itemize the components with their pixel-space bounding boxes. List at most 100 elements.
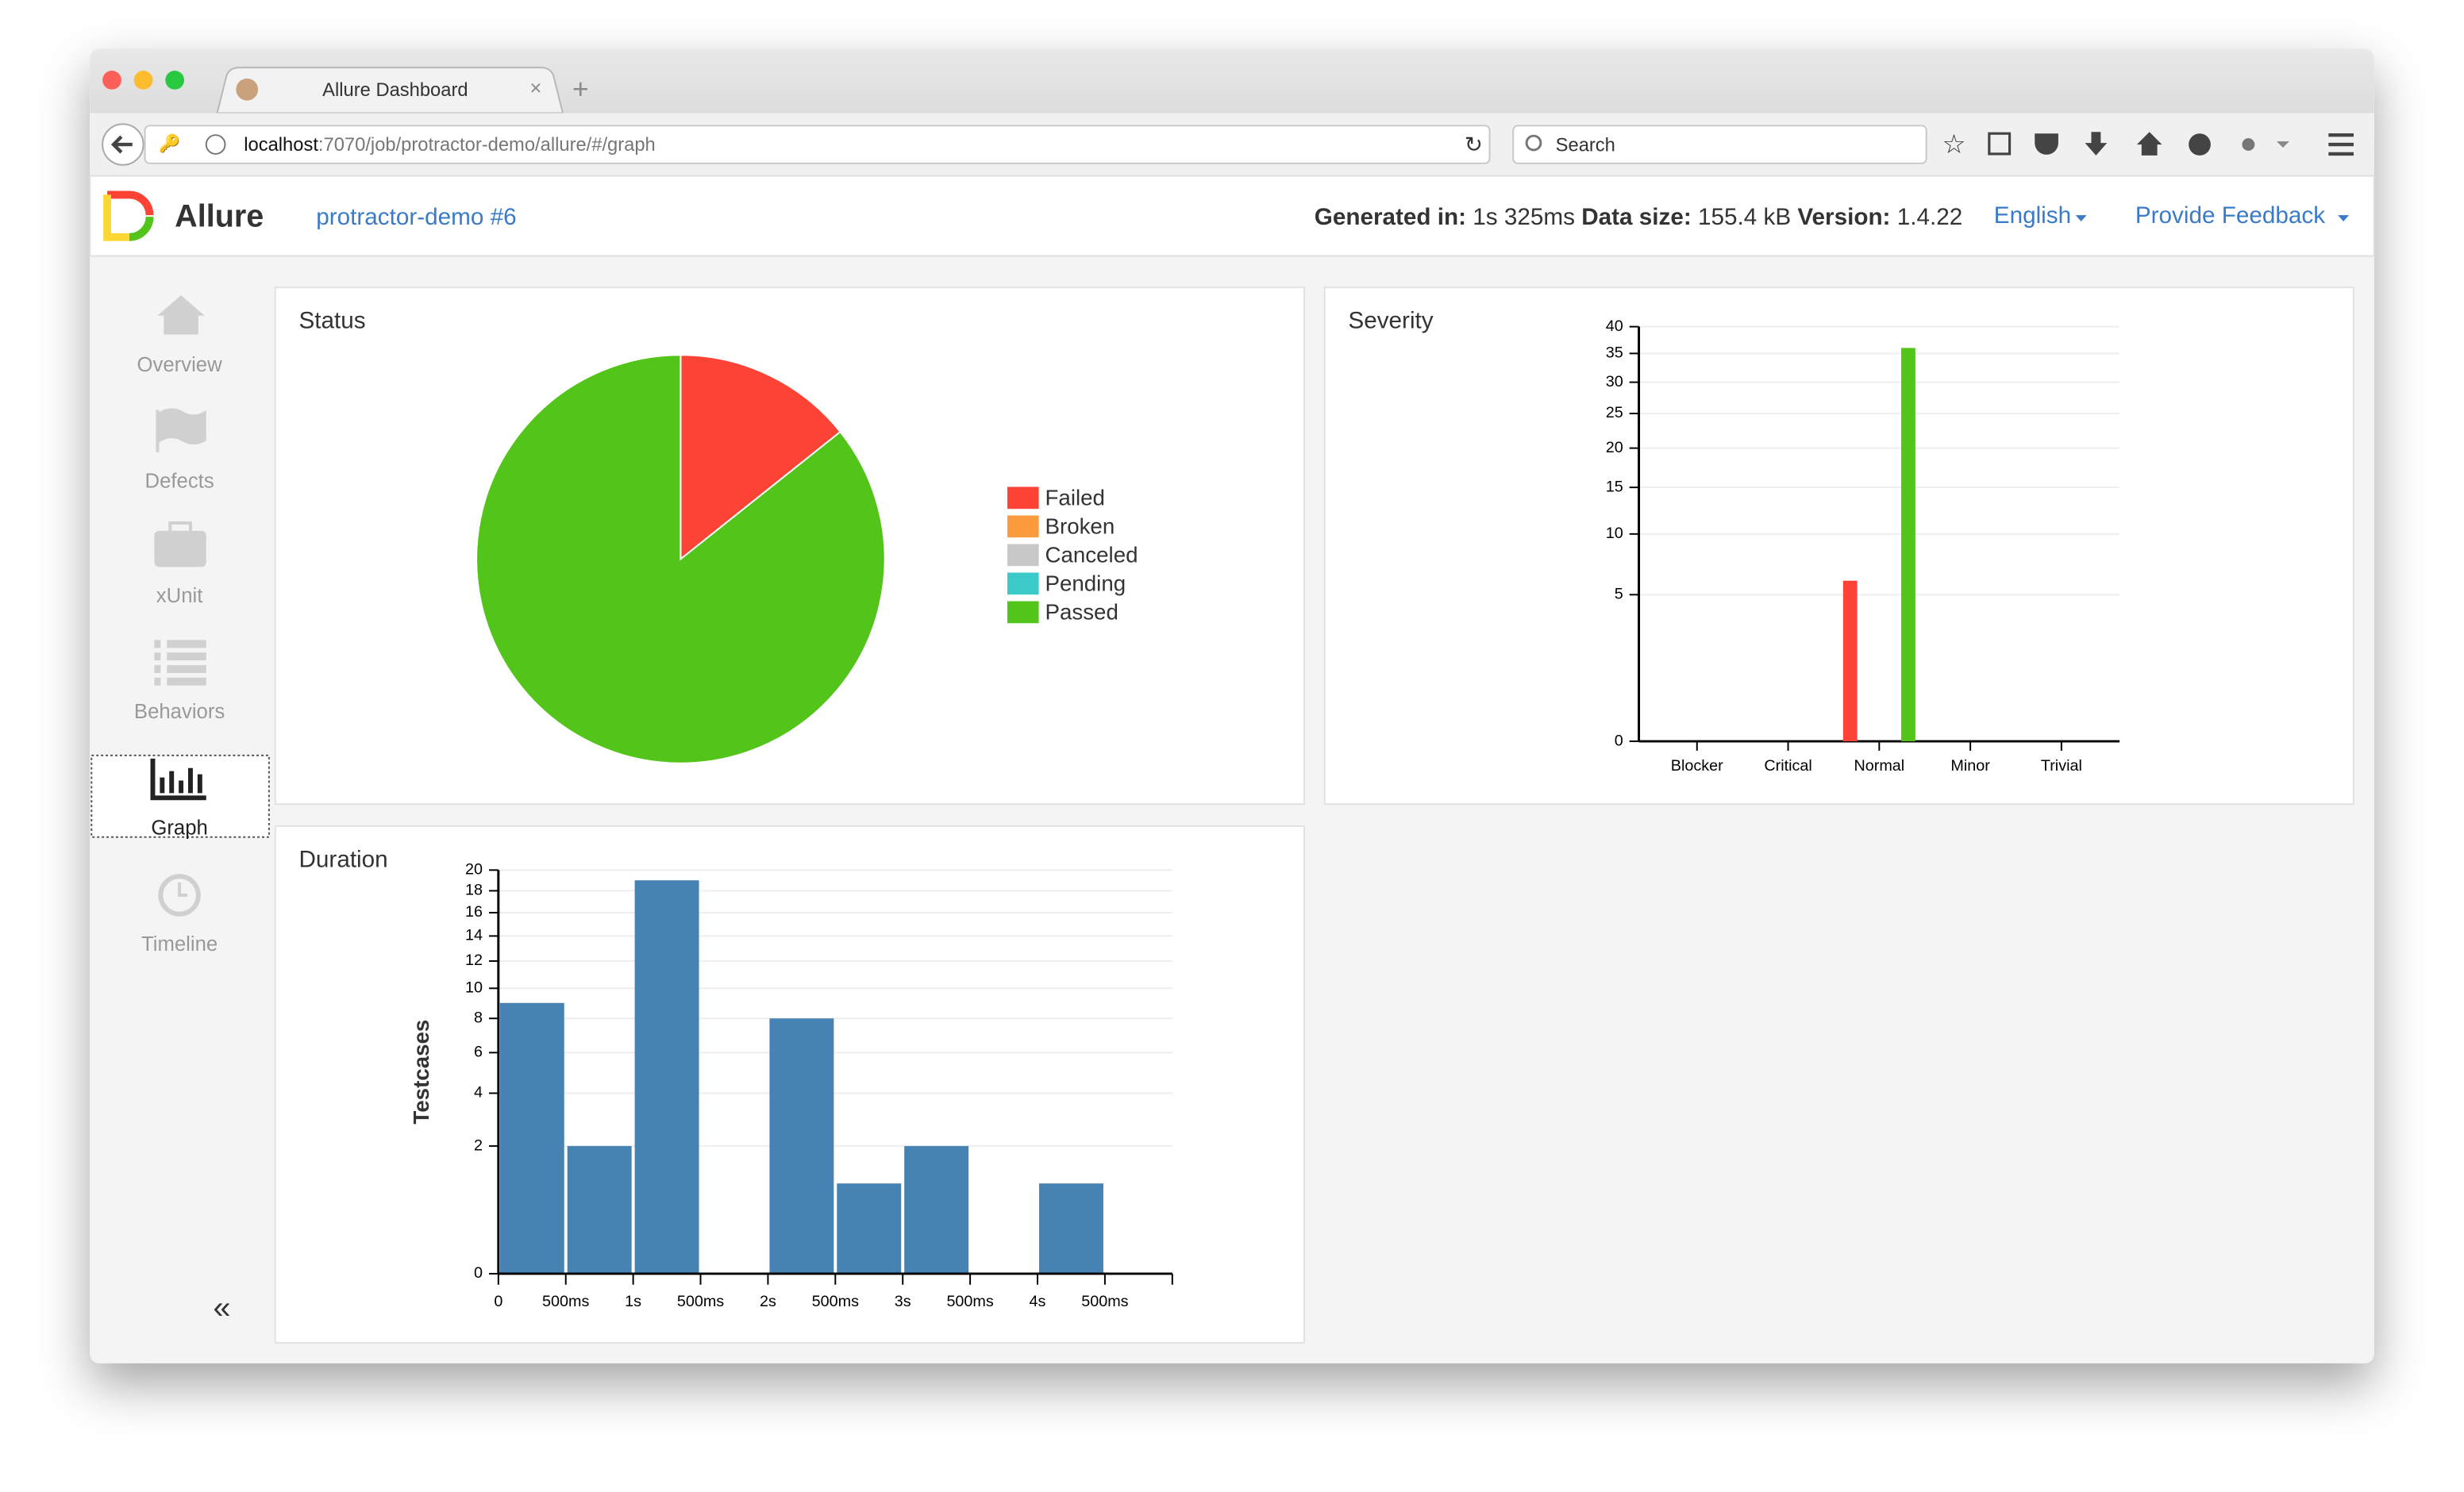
legend-swatch: [1007, 572, 1039, 595]
search-placeholder: Search: [1556, 135, 1615, 156]
x-tick-label: 3s: [895, 1293, 911, 1310]
bar: [1842, 580, 1858, 742]
y-tick-label: 18: [465, 882, 483, 899]
hello[interactable]: [2189, 133, 2211, 156]
y-tick-label: 8: [474, 1009, 483, 1026]
search-icon: [1525, 134, 1542, 152]
tab-favicon: [236, 78, 259, 101]
nav-overview[interactable]: Overview: [137, 354, 223, 376]
bar: [1901, 348, 1915, 742]
sidebar: Overview Defects xUnit Behaviors Graph T…: [90, 295, 270, 1325]
logo: [103, 190, 154, 241]
histogram-bar: [904, 1146, 969, 1274]
nav-graph[interactable]: Graph: [151, 817, 207, 840]
graph-icon: [150, 758, 206, 801]
reading-list[interactable]: [1988, 132, 2012, 156]
size-label: Data size:: [1581, 204, 1692, 230]
y-tick-label: 40: [1606, 317, 1623, 335]
y-tick-label: 10: [465, 979, 483, 997]
y-tick-label: 5: [1615, 586, 1623, 603]
y-tick-label: 16: [465, 903, 483, 921]
downloads[interactable]: [2085, 132, 2108, 156]
y-tick-label: 0: [1615, 732, 1623, 749]
menu[interactable]: [2328, 133, 2354, 156]
pie-slice: [475, 354, 886, 764]
x-tick-label: Minor: [1950, 757, 1990, 775]
size-value: 155.4 kB: [1698, 204, 1791, 230]
home[interactable]: [2136, 132, 2162, 156]
nav-timeline[interactable]: Timeline: [141, 933, 218, 956]
report-name[interactable]: protractor-demo #6: [316, 204, 516, 230]
info-icon[interactable]: [205, 134, 226, 155]
version-label: Version:: [1797, 204, 1890, 230]
y-tick-label: 30: [1606, 373, 1623, 390]
feedback-caret: [2338, 215, 2350, 222]
y-tick-label: 20: [1606, 439, 1623, 456]
nav-xunit[interactable]: xUnit: [156, 585, 203, 607]
y-tick-label: 0: [474, 1264, 483, 1282]
feedback-menu[interactable]: Provide Feedback: [2135, 202, 2325, 229]
y-tick-label: 14: [465, 927, 483, 944]
y-tick-label: 20: [465, 861, 483, 879]
collapse-button[interactable]: «: [214, 1290, 231, 1325]
x-tick-label: Critical: [1764, 757, 1811, 775]
histogram-bar: [769, 1018, 834, 1274]
tab-close[interactable]: ×: [529, 78, 541, 100]
legend-swatch: [1007, 601, 1039, 624]
overview-icon: [157, 295, 205, 335]
url-bar[interactable]: [144, 125, 1491, 164]
xunit-icon: [154, 530, 206, 567]
close-button[interactable]: [102, 71, 121, 90]
dropdown[interactable]: [2277, 141, 2289, 148]
legend-swatch: [1007, 544, 1039, 567]
new-tab[interactable]: +: [572, 73, 589, 105]
zoom-button[interactable]: [165, 71, 185, 90]
legend-label: Pending: [1045, 571, 1126, 596]
histogram-bar: [567, 1146, 632, 1274]
x-tick-label: 500ms: [677, 1293, 724, 1310]
pie-slice: [680, 354, 841, 561]
language-menu[interactable]: English: [1994, 202, 2071, 229]
x-tick-label: 500ms: [812, 1293, 859, 1310]
legend-label: Canceled: [1045, 543, 1138, 567]
minimize-button[interactable]: [133, 71, 153, 90]
extension[interactable]: [2242, 138, 2255, 151]
y-tick-label: 25: [1606, 404, 1623, 421]
legend-swatch: [1007, 515, 1039, 538]
chart-title: Severity: [1348, 308, 1433, 334]
url: localhost:7070/job/protractor-demo/allur…: [244, 135, 656, 156]
x-tick-label: 500ms: [1081, 1293, 1128, 1310]
report-info: Generated in: 1s 325ms Data size: 155.4 …: [1315, 204, 1962, 230]
app-header: [89, 175, 2375, 257]
y-tick-label: 2: [474, 1136, 483, 1154]
bookmark-star[interactable]: ☆: [1942, 130, 1965, 160]
nav-defects[interactable]: Defects: [145, 470, 214, 492]
nav-behaviors[interactable]: Behaviors: [134, 701, 225, 723]
pocket[interactable]: [2035, 133, 2058, 155]
defects-icon: [156, 408, 206, 452]
x-tick-label: 4s: [1030, 1293, 1046, 1310]
histogram-bar: [634, 880, 699, 1274]
tab[interactable]: [216, 67, 564, 114]
back-icon: [110, 135, 133, 154]
y-tick-label: 4: [474, 1084, 483, 1102]
x-tick-label: Trivial: [2041, 757, 2082, 775]
chart-title: Status: [299, 308, 366, 334]
x-tick-label: 1s: [625, 1293, 641, 1310]
y-axis-label: Testcases: [409, 1020, 433, 1125]
key-icon: 🔑: [159, 133, 180, 154]
version-value: 1.4.22: [1897, 204, 1963, 230]
y-tick-label: 12: [465, 952, 483, 969]
reload-button[interactable]: ↻: [1465, 132, 1483, 156]
x-tick-label: Normal: [1854, 757, 1904, 775]
y-tick-label: 15: [1606, 478, 1623, 495]
tab-title: Allure Dashboard: [322, 80, 468, 101]
x-tick-label: 2s: [760, 1293, 776, 1310]
language-caret: [2075, 215, 2087, 222]
timeline-icon: [158, 874, 201, 917]
x-tick-label: 500ms: [542, 1293, 589, 1310]
behaviors-icon: [154, 640, 206, 686]
search-box[interactable]: [1512, 125, 1927, 164]
chart-title: Duration: [299, 846, 388, 872]
x-tick-label: 500ms: [946, 1293, 993, 1310]
